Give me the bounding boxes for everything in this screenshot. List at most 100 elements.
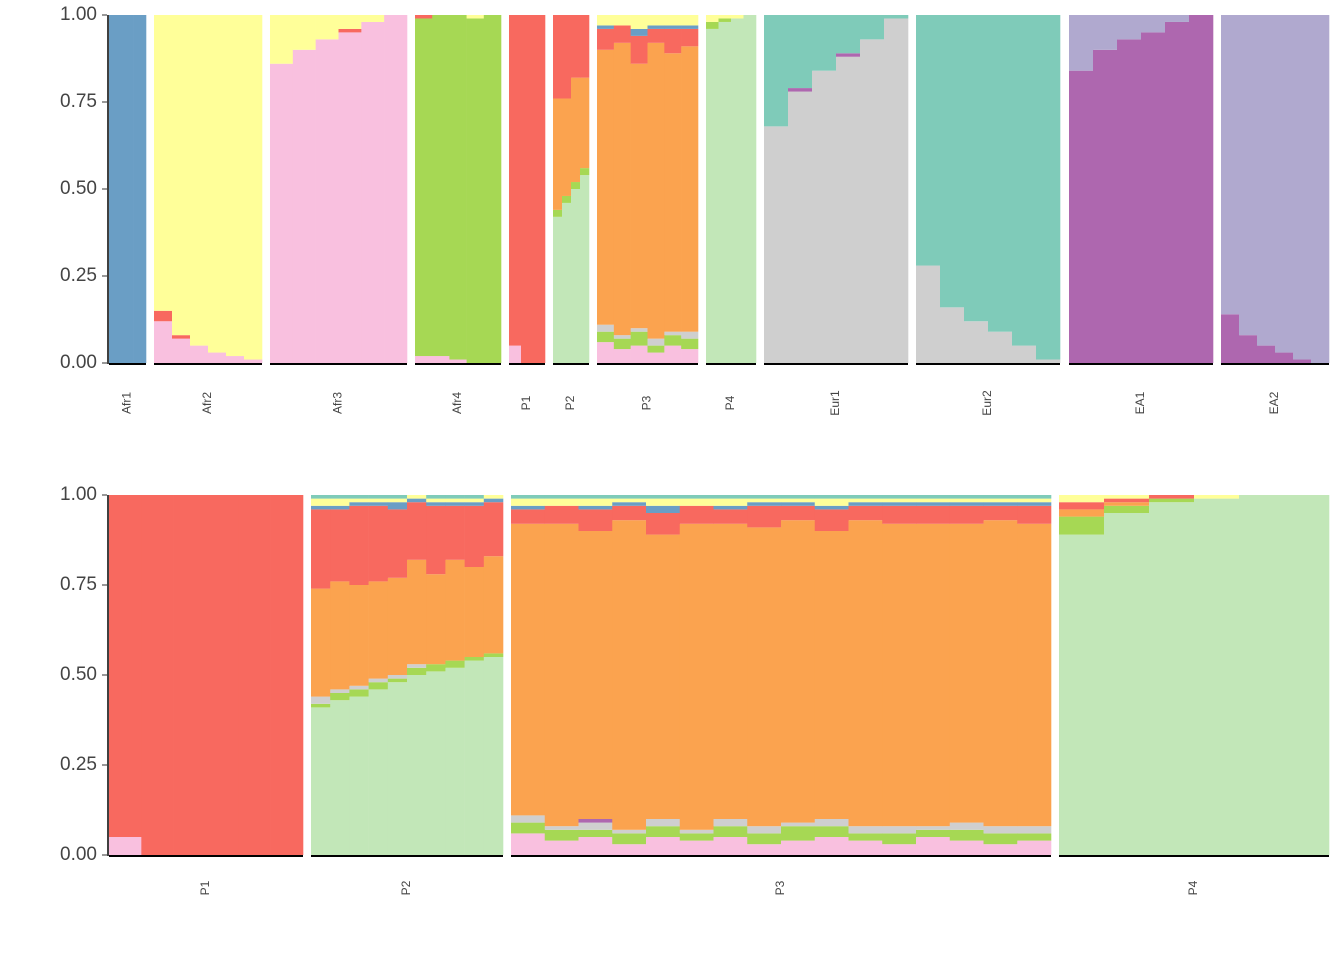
ancestry-segment	[190, 345, 209, 363]
ancestry-segment	[511, 822, 546, 834]
ancestry-segment	[553, 98, 563, 210]
ancestry-segment	[612, 502, 647, 506]
ancestry-segment	[1141, 32, 1166, 364]
ancestry-segment	[445, 667, 465, 855]
ancestry-segment	[571, 189, 581, 363]
ancestry-segment	[788, 88, 813, 92]
ancestry-segment	[578, 837, 613, 855]
population-label: Afr1	[120, 392, 134, 414]
population-label: Eur2	[980, 390, 994, 416]
y-tick-label: 0.75	[60, 574, 97, 595]
ancestry-segment	[1149, 498, 1195, 503]
ancestry-segment	[483, 15, 502, 363]
ancestry-segment	[368, 502, 389, 506]
ancestry-segment	[464, 660, 485, 855]
ancestry-segment	[407, 498, 427, 503]
ancestry-segment	[368, 495, 389, 499]
ancestry-segment	[511, 495, 546, 499]
ancestry-segment	[1149, 495, 1195, 499]
ancestry-segment	[848, 520, 883, 827]
ancestry-segment	[407, 675, 427, 855]
ancestry-segment	[1141, 15, 1166, 33]
ancestry-segment	[1149, 502, 1195, 855]
ancestry-segment	[407, 664, 427, 668]
ancestry-segment	[964, 321, 989, 363]
ancestry-segment	[464, 495, 485, 499]
population-label: P2	[563, 395, 577, 410]
ancestry-segment	[681, 46, 699, 332]
ancestry-segment	[511, 498, 546, 506]
ancestry-segment	[1059, 534, 1105, 855]
ancestry-segment	[597, 15, 615, 26]
ancestry-segment	[578, 505, 613, 510]
ancestry-segment	[226, 15, 245, 357]
ancestry-segment	[983, 505, 1018, 521]
ancestry-segment	[511, 833, 546, 855]
ancestry-segment	[407, 559, 427, 665]
ancestry-segment	[747, 498, 782, 503]
ancestry-segment	[509, 345, 522, 363]
ancestry-segment	[1069, 15, 1094, 71]
ancestry-segment	[1104, 502, 1150, 506]
ancestry-segment	[983, 520, 1018, 827]
ancestry-segment	[338, 28, 362, 33]
population-label: P3	[640, 395, 654, 410]
ancestry-segment	[553, 15, 563, 99]
ancestry-segment	[983, 844, 1018, 855]
ancestry-segment	[647, 28, 665, 43]
y-tick-label: 0.25	[60, 754, 97, 775]
ancestry-segment	[445, 502, 465, 506]
ancestry-segment	[747, 505, 782, 528]
ancestry-segment	[836, 15, 861, 54]
population-label: P1	[198, 880, 212, 895]
ancestry-segment	[731, 15, 744, 19]
ancestry-segment	[612, 520, 647, 830]
ancestry-segment	[1017, 833, 1052, 841]
ancestry-segment	[511, 505, 546, 510]
ancestry-segment	[1059, 502, 1105, 510]
ancestry-segment	[949, 505, 984, 524]
ancestry-segment	[882, 523, 917, 827]
ancestry-segment	[330, 495, 350, 499]
ancestry-segment	[349, 495, 369, 499]
ancestry-segment	[1104, 498, 1150, 503]
ancestry-segment	[884, 18, 909, 363]
ancestry-segment	[679, 505, 714, 524]
ancestry-segment	[848, 505, 883, 521]
ancestry-segment	[445, 495, 465, 499]
ancestry-segment	[445, 559, 465, 661]
ancestry-segment	[613, 25, 631, 43]
ancestry-segment	[718, 15, 732, 19]
ancestry-segment	[445, 660, 465, 668]
ancestry-segment	[646, 513, 681, 535]
ancestry-segment	[681, 28, 699, 47]
ancestry-segment	[916, 829, 951, 837]
ancestry-segment	[916, 826, 951, 830]
ancestry-segment	[1221, 15, 1240, 315]
population-label: Afr4	[450, 392, 464, 414]
ancestry-segment	[848, 502, 883, 506]
ancestry-segment	[1017, 495, 1052, 499]
ancestry-segment	[426, 505, 446, 575]
ancestry-segment	[1017, 505, 1052, 524]
ancestry-segment	[426, 495, 446, 499]
population-label: Eur1	[828, 390, 842, 416]
ancestry-segment	[208, 15, 227, 353]
ancestry-segment	[1165, 15, 1190, 22]
y-tick-label: 0.50	[60, 178, 97, 199]
ancestry-segment	[713, 837, 748, 855]
ancestry-segment	[483, 498, 504, 503]
ancestry-segment	[713, 498, 748, 506]
ancestry-segment	[426, 502, 446, 506]
ancestry-segment	[1093, 15, 1118, 50]
ancestry-segment	[1275, 352, 1294, 363]
ancestry-segment	[311, 707, 331, 855]
ancestry-segment	[1036, 359, 1061, 363]
ancestry-segment	[781, 502, 816, 506]
ancestry-segment	[916, 837, 951, 855]
ancestry-segment	[464, 657, 485, 661]
population-label: EA2	[1267, 391, 1281, 414]
ancestry-segment	[483, 556, 504, 654]
ancestry-segment	[882, 502, 917, 506]
ancestry-segment	[578, 531, 613, 819]
